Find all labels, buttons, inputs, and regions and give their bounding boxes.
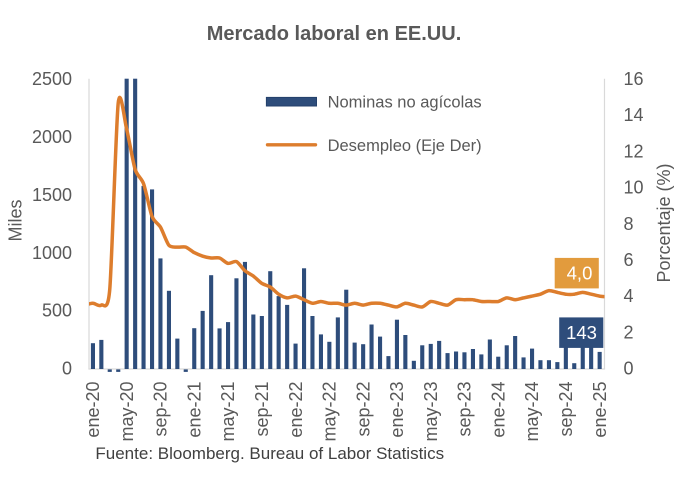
svg-text:may-21: may-21 (218, 382, 238, 442)
svg-text:2500: 2500 (32, 69, 72, 89)
svg-text:4: 4 (624, 286, 634, 306)
svg-text:12: 12 (624, 141, 644, 161)
svg-text:Porcentaje (%): Porcentaje (%) (654, 163, 674, 282)
svg-text:Miles: Miles (5, 199, 25, 241)
svg-text:16: 16 (624, 69, 644, 89)
svg-text:1500: 1500 (32, 185, 72, 205)
svg-text:2: 2 (624, 323, 634, 343)
svg-text:sep-22: sep-22 (353, 382, 373, 437)
svg-text:1000: 1000 (32, 243, 72, 263)
svg-text:8: 8 (624, 214, 634, 234)
svg-text:10: 10 (624, 178, 644, 198)
svg-text:may-20: may-20 (117, 382, 137, 442)
svg-text:sep-21: sep-21 (252, 382, 272, 437)
svg-text:143: 143 (566, 322, 597, 343)
svg-text:ene-21: ene-21 (184, 382, 204, 438)
svg-text:500: 500 (42, 301, 72, 321)
svg-text:may-24: may-24 (522, 382, 542, 442)
svg-text:ene-22: ene-22 (286, 382, 306, 438)
svg-text:ene-24: ene-24 (489, 382, 509, 438)
svg-text:2000: 2000 (32, 127, 72, 147)
svg-text:ene-20: ene-20 (83, 382, 103, 438)
svg-text:may-23: may-23 (421, 382, 441, 442)
svg-text:sep-20: sep-20 (151, 382, 171, 437)
svg-text:0: 0 (624, 359, 634, 379)
svg-text:may-22: may-22 (320, 382, 340, 442)
svg-text:14: 14 (624, 105, 644, 125)
svg-text:Fuente: Bloomberg. Bureau of L: Fuente: Bloomberg. Bureau of Labor Stati… (95, 444, 444, 463)
svg-text:0: 0 (62, 359, 72, 379)
svg-text:ene-23: ene-23 (387, 382, 407, 438)
svg-text:4,0: 4,0 (567, 263, 593, 284)
svg-text:sep-24: sep-24 (556, 382, 576, 437)
svg-text:sep-23: sep-23 (455, 382, 475, 437)
svg-text:Mercado laboral en EE.UU.: Mercado laboral en EE.UU. (207, 23, 462, 45)
svg-text:ene-25: ene-25 (590, 382, 610, 438)
svg-text:Nominas no agícolas: Nominas no agícolas (328, 93, 482, 111)
svg-text:Desempleo (Eje Der): Desempleo (Eje Der) (328, 137, 482, 155)
svg-text:6: 6 (624, 250, 634, 270)
